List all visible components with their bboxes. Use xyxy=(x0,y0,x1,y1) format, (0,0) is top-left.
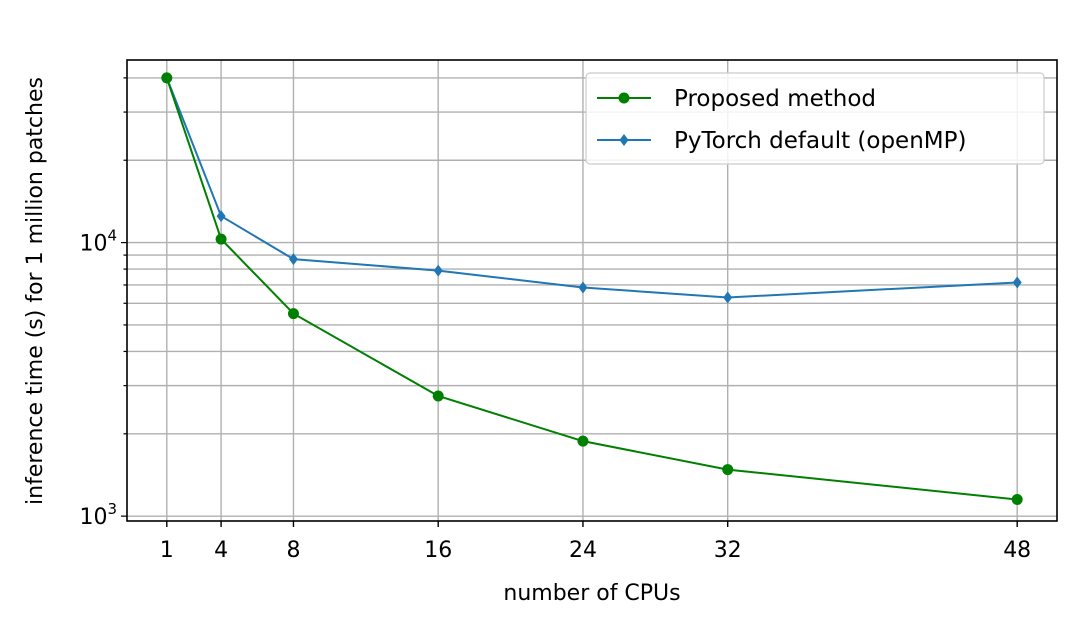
x-tick-label: 1 xyxy=(160,538,174,563)
data-point xyxy=(722,464,734,476)
x-tick-label: 16 xyxy=(424,538,452,563)
data-point xyxy=(723,291,733,304)
legend-marker xyxy=(618,92,630,104)
x-tick-label: 32 xyxy=(714,538,742,563)
series-0 xyxy=(161,72,1023,506)
legend-label: PyTorch default (openMP) xyxy=(674,128,966,154)
data-point xyxy=(1011,494,1023,506)
data-point xyxy=(288,253,298,266)
data-point xyxy=(1012,276,1022,289)
data-point xyxy=(287,308,299,320)
legend-label: Proposed method xyxy=(674,86,876,112)
x-tick-label: 24 xyxy=(569,538,597,563)
x-tick-label: 48 xyxy=(1003,538,1031,563)
y-tick-label: 103 xyxy=(79,500,117,530)
y-tick-label: 104 xyxy=(79,227,117,257)
data-point xyxy=(432,390,444,402)
data-point xyxy=(216,210,226,223)
legend-box xyxy=(585,72,1045,165)
x-tick-label: 8 xyxy=(286,538,300,563)
legend: Proposed method PyTorch default (openMP) xyxy=(585,72,1045,165)
data-point xyxy=(577,435,589,447)
x-tick-label: 4 xyxy=(214,538,228,563)
x-axis-ticks: 1 4 8 16 24 32 48 xyxy=(160,521,1031,563)
data-point xyxy=(578,281,588,294)
plot-area-frame xyxy=(126,59,1058,522)
data-point xyxy=(161,72,173,84)
data-point xyxy=(215,233,227,245)
y-axis-ticks: 103 104 xyxy=(79,77,127,530)
y-axis-label: inference time (s) for 1 million patches xyxy=(23,77,48,505)
series-layer xyxy=(161,71,1023,506)
legend-marker xyxy=(619,134,629,146)
data-point xyxy=(433,264,443,277)
x-axis-label: number of CPUs xyxy=(503,581,680,606)
